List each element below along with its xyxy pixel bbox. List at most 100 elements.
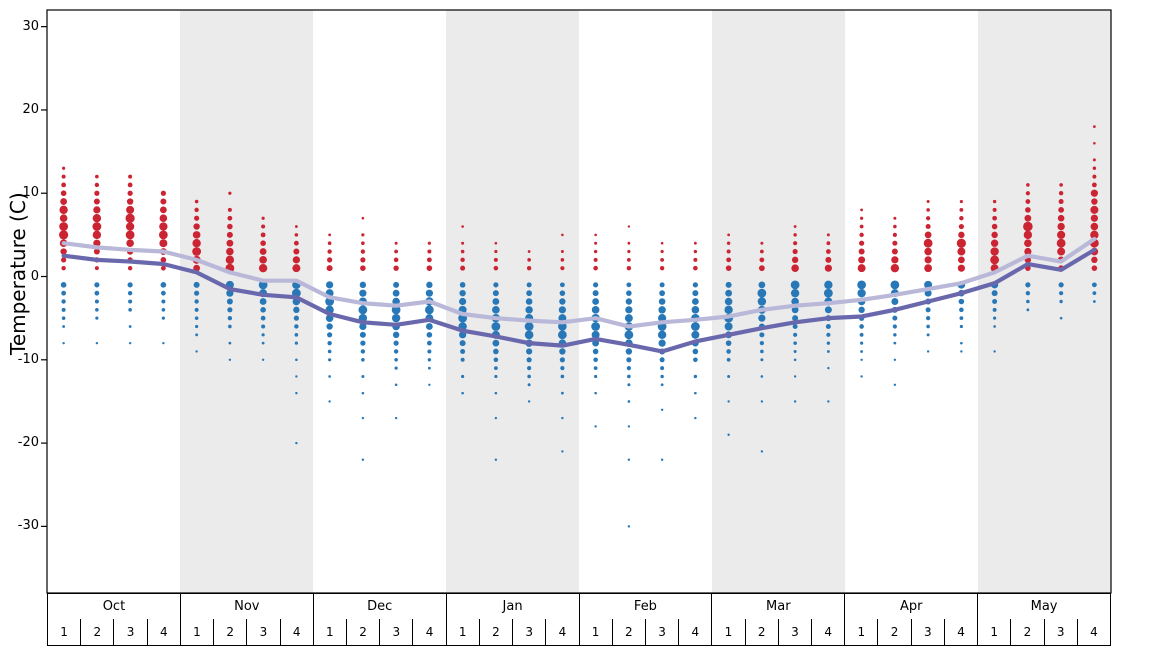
max-temp-dot — [127, 182, 133, 188]
week-label: 4 — [943, 619, 977, 645]
min-temp-dot — [391, 313, 401, 323]
min-temp-dot — [459, 289, 466, 297]
max-temp-dot — [991, 223, 998, 230]
min-temp-dot — [360, 349, 366, 354]
max-temp-dot — [826, 233, 830, 237]
max-temp-dot — [493, 265, 499, 271]
max-temp-dot — [924, 247, 932, 256]
max-temp-dot — [1057, 214, 1065, 222]
min-temp-dot — [460, 357, 465, 362]
min-temp-dot — [560, 391, 564, 395]
max-temp-dot — [1090, 205, 1099, 214]
max-temp-dot — [1059, 183, 1063, 187]
min-temp-dot — [261, 341, 265, 345]
max-temp-dot — [258, 263, 268, 273]
max-temp-dot — [992, 215, 998, 221]
min-temp-dot — [593, 357, 598, 363]
min-temp-dot — [991, 290, 998, 297]
max-temp-dot — [594, 233, 597, 237]
min-temp-dot — [227, 315, 233, 321]
max-temp-dot — [61, 182, 67, 188]
max-temp-dot — [857, 264, 866, 273]
max-temp-dot — [959, 199, 963, 204]
max-temp-dot — [160, 198, 167, 205]
min-temp-dot — [926, 324, 930, 329]
max-temp-dot — [593, 257, 598, 262]
min-temp-dot — [228, 341, 232, 345]
week-label: 1 — [711, 619, 744, 645]
max-temp-dot — [693, 249, 698, 254]
min-temp-dot — [827, 366, 830, 370]
min-temp-dot — [826, 332, 831, 337]
max-temp-dot — [158, 230, 168, 240]
min-temp-dot — [892, 315, 898, 321]
max-temp-dot — [792, 248, 798, 255]
min-temp-dot — [725, 289, 733, 297]
week-label: 4 — [1076, 619, 1110, 645]
max-temp-dot — [660, 257, 665, 262]
min-temp-dot — [427, 358, 432, 362]
min-temp-dot — [493, 366, 498, 371]
min-temp-dot — [627, 425, 631, 428]
min-temp-dot — [328, 400, 331, 403]
min-temp-dot — [295, 375, 298, 378]
max-temp-dot — [61, 265, 66, 271]
max-temp-dot — [1090, 214, 1098, 222]
min-temp-dot — [926, 316, 931, 321]
min-temp-dot — [559, 298, 566, 305]
max-temp-dot — [759, 249, 764, 254]
week-label: 4 — [279, 619, 313, 645]
min-temp-dot — [793, 341, 797, 345]
min-temp-dot — [625, 298, 633, 305]
max-temp-dot — [958, 223, 964, 230]
min-temp-dot — [559, 348, 566, 355]
min-temp-dot — [658, 339, 666, 347]
max-temp-dot — [991, 231, 998, 239]
min-temp-dot — [624, 314, 633, 323]
min-temp-dot — [326, 281, 334, 289]
max-temp-dot — [1026, 183, 1030, 187]
min-temp-dot — [460, 348, 466, 354]
min-temp-dot — [659, 282, 665, 288]
max-temp-dot — [726, 241, 731, 245]
max-temp-dot — [393, 257, 399, 263]
min-temp-dot — [759, 341, 764, 346]
min-temp-dot — [993, 316, 997, 320]
min-temp-dot — [757, 297, 767, 306]
min-temp-dot — [394, 383, 398, 387]
max-temp-dot — [926, 216, 931, 221]
min-temp-dot — [492, 298, 500, 305]
min-temp-dot — [494, 391, 498, 395]
min-temp-dot — [625, 348, 633, 355]
min-temp-dot — [694, 416, 697, 420]
max-temp-dot — [192, 247, 202, 256]
max-temp-dot — [826, 241, 831, 246]
min-temp-dot — [627, 525, 631, 528]
max-temp-dot — [61, 257, 67, 263]
min-temp-dot — [494, 416, 498, 420]
max-temp-dot — [294, 233, 299, 237]
max-temp-dot — [1092, 166, 1097, 170]
min-temp-dot — [1058, 282, 1064, 288]
min-temp-dot — [359, 331, 366, 338]
min-temp-dot — [560, 366, 565, 371]
min-temp-dot — [724, 322, 733, 331]
week-label: 4 — [678, 619, 711, 645]
max-temp-dot — [94, 190, 100, 196]
min-temp-dot — [394, 366, 398, 370]
min-temp-dot — [194, 316, 199, 320]
min-temp-dot — [295, 358, 298, 362]
max-temp-dot — [693, 265, 698, 271]
min-temp-dot — [160, 282, 167, 288]
min-temp-dot — [361, 458, 365, 461]
min-temp-dot — [294, 324, 299, 329]
week-label: 3 — [379, 619, 412, 645]
max-temp-dot — [460, 265, 466, 271]
week-label: 3 — [910, 619, 944, 645]
min-temp-dot — [958, 298, 965, 305]
min-temp-dot — [128, 308, 132, 312]
max-temp-dot — [660, 241, 664, 245]
max-temp-dot — [127, 265, 133, 271]
min-temp-dot — [793, 332, 798, 337]
max-temp-dot — [924, 231, 932, 239]
